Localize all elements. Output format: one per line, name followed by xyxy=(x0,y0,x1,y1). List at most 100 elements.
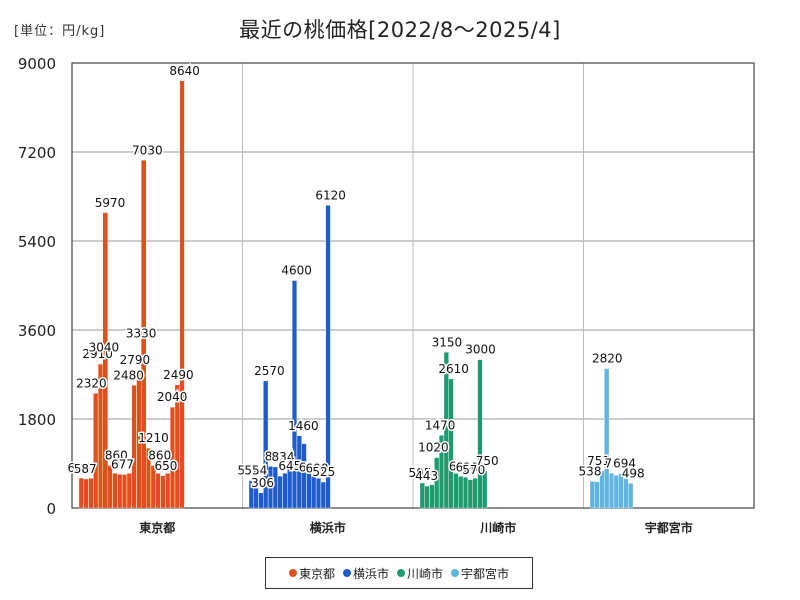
bar-横浜市-9 xyxy=(292,280,297,509)
bar-宇都宮市-2 xyxy=(599,470,605,509)
data-label: 3330 xyxy=(126,326,157,340)
bar-宇都宮市-0 xyxy=(589,481,595,509)
data-label: 860 xyxy=(148,448,171,462)
bar-宇都宮市-3 xyxy=(604,368,610,509)
legend-marker xyxy=(397,569,405,577)
data-label: 554 xyxy=(238,464,261,478)
bar-東京都-9 xyxy=(122,474,127,509)
bar-横浜市-5 xyxy=(272,466,278,509)
data-label: 498 xyxy=(622,466,645,480)
bar-宇都宮市-6 xyxy=(618,473,624,509)
unit-label: [単位：円/kg] xyxy=(14,24,106,39)
bar-東京都-11 xyxy=(131,385,137,509)
legend-label: 宇都宮市 xyxy=(461,566,510,581)
bar-宇都宮市-8 xyxy=(628,483,634,509)
bar-東京都-4 xyxy=(98,363,103,509)
bar-peak-東京都-1 xyxy=(141,160,146,508)
data-label: 2040 xyxy=(157,390,188,404)
data-label: 640 xyxy=(449,459,472,473)
bar-宇都宮市-1 xyxy=(594,481,600,509)
bar-横浜市-15 xyxy=(320,481,326,509)
legend-item: 横浜市 xyxy=(342,565,389,582)
bar-川崎市-13 xyxy=(482,470,488,509)
bar-川崎市-10 xyxy=(467,479,473,509)
data-label: 2320 xyxy=(76,376,107,390)
bar-横浜市-4 xyxy=(268,466,273,509)
data-label: 7030 xyxy=(132,143,163,157)
data-label: 587 xyxy=(74,462,97,476)
x-category-label: 東京都 xyxy=(139,520,175,535)
data-label: 750 xyxy=(476,454,499,468)
bar-peak-東京都-0 xyxy=(103,212,108,509)
bar-横浜市-11 xyxy=(301,443,307,509)
data-label: 620 xyxy=(456,460,479,474)
chart-legend: 東京都 横浜市 川崎市 宇都宮市 xyxy=(265,557,533,589)
bar-川崎市-7 xyxy=(453,473,459,509)
legend-label: 東京都 xyxy=(298,566,335,581)
data-label: 554 xyxy=(244,464,267,478)
bar-川崎市-6 xyxy=(448,378,454,509)
data-label: 694 xyxy=(613,457,636,471)
bar-川崎市-2 xyxy=(429,484,435,509)
bar-東京都-20 xyxy=(174,384,180,509)
data-label: 1210 xyxy=(138,431,169,445)
bar-東京都-14 xyxy=(146,448,151,509)
data-label: 2790 xyxy=(120,353,151,367)
legend-marker xyxy=(342,569,351,577)
bar-川崎市-4 xyxy=(439,435,444,509)
bar-東京都-8 xyxy=(117,474,123,509)
data-label: 2490 xyxy=(163,368,194,382)
data-label: 4600 xyxy=(281,264,312,278)
bar-東京都-19 xyxy=(170,406,175,509)
data-label: 645 xyxy=(278,459,301,473)
bar-東京都-16 xyxy=(155,473,161,509)
y-tick-label: 5400 xyxy=(18,233,56,251)
bar-宇都宮市-5 xyxy=(613,475,619,509)
bar-東京都-18 xyxy=(165,473,171,509)
bar-東京都-12 xyxy=(136,369,142,509)
data-label: 570 xyxy=(462,463,485,477)
bar-横浜市-7 xyxy=(282,473,288,509)
bar-東京都-1 xyxy=(83,478,89,509)
data-label: 600 xyxy=(306,461,329,475)
legend-item: 東京都 xyxy=(288,565,335,582)
data-label: 3150 xyxy=(432,335,463,349)
bar-東京都-3 xyxy=(93,393,99,509)
bar-川崎市-0 xyxy=(419,482,425,509)
bar-横浜市-14 xyxy=(316,478,321,509)
legend-marker xyxy=(288,569,297,577)
data-label: 840 xyxy=(265,449,288,463)
data-label: 650 xyxy=(155,459,178,473)
bar-川崎市-5 xyxy=(443,352,449,509)
bar-東京都-0 xyxy=(78,477,84,509)
x-category-label: 川崎市 xyxy=(479,520,516,535)
data-label: 2610 xyxy=(438,362,469,376)
bar-川崎市-3 xyxy=(434,457,440,509)
data-label: 834 xyxy=(272,450,295,464)
bar-横浜市-12 xyxy=(306,473,312,509)
data-label: 1470 xyxy=(425,418,456,432)
data-label: 677 xyxy=(111,458,134,472)
data-label: 751 xyxy=(587,454,610,468)
legend-marker xyxy=(451,569,460,577)
plot-border xyxy=(71,62,755,509)
data-label: 306 xyxy=(251,476,274,490)
y-tick-label: 7200 xyxy=(18,144,56,162)
data-label: 2480 xyxy=(113,368,144,382)
data-label: 5970 xyxy=(95,196,126,210)
bar-東京都-10 xyxy=(126,473,132,509)
y-tick-label: 1800 xyxy=(18,411,56,429)
bar-川崎市-8 xyxy=(458,476,464,509)
data-label: 3040 xyxy=(89,341,120,355)
bar-横浜市-2 xyxy=(258,492,264,509)
y-tick-label: 3600 xyxy=(18,322,56,340)
bar-東京都-7 xyxy=(112,473,118,509)
bar-東京都-15 xyxy=(150,465,156,509)
data-label: 505 xyxy=(409,466,432,480)
data-label: 3000 xyxy=(465,343,496,357)
data-label: 1460 xyxy=(288,419,319,433)
bar-宇都宮市-4 xyxy=(609,473,614,509)
data-label: 2570 xyxy=(254,364,285,378)
bar-東京都-21 xyxy=(179,80,185,509)
